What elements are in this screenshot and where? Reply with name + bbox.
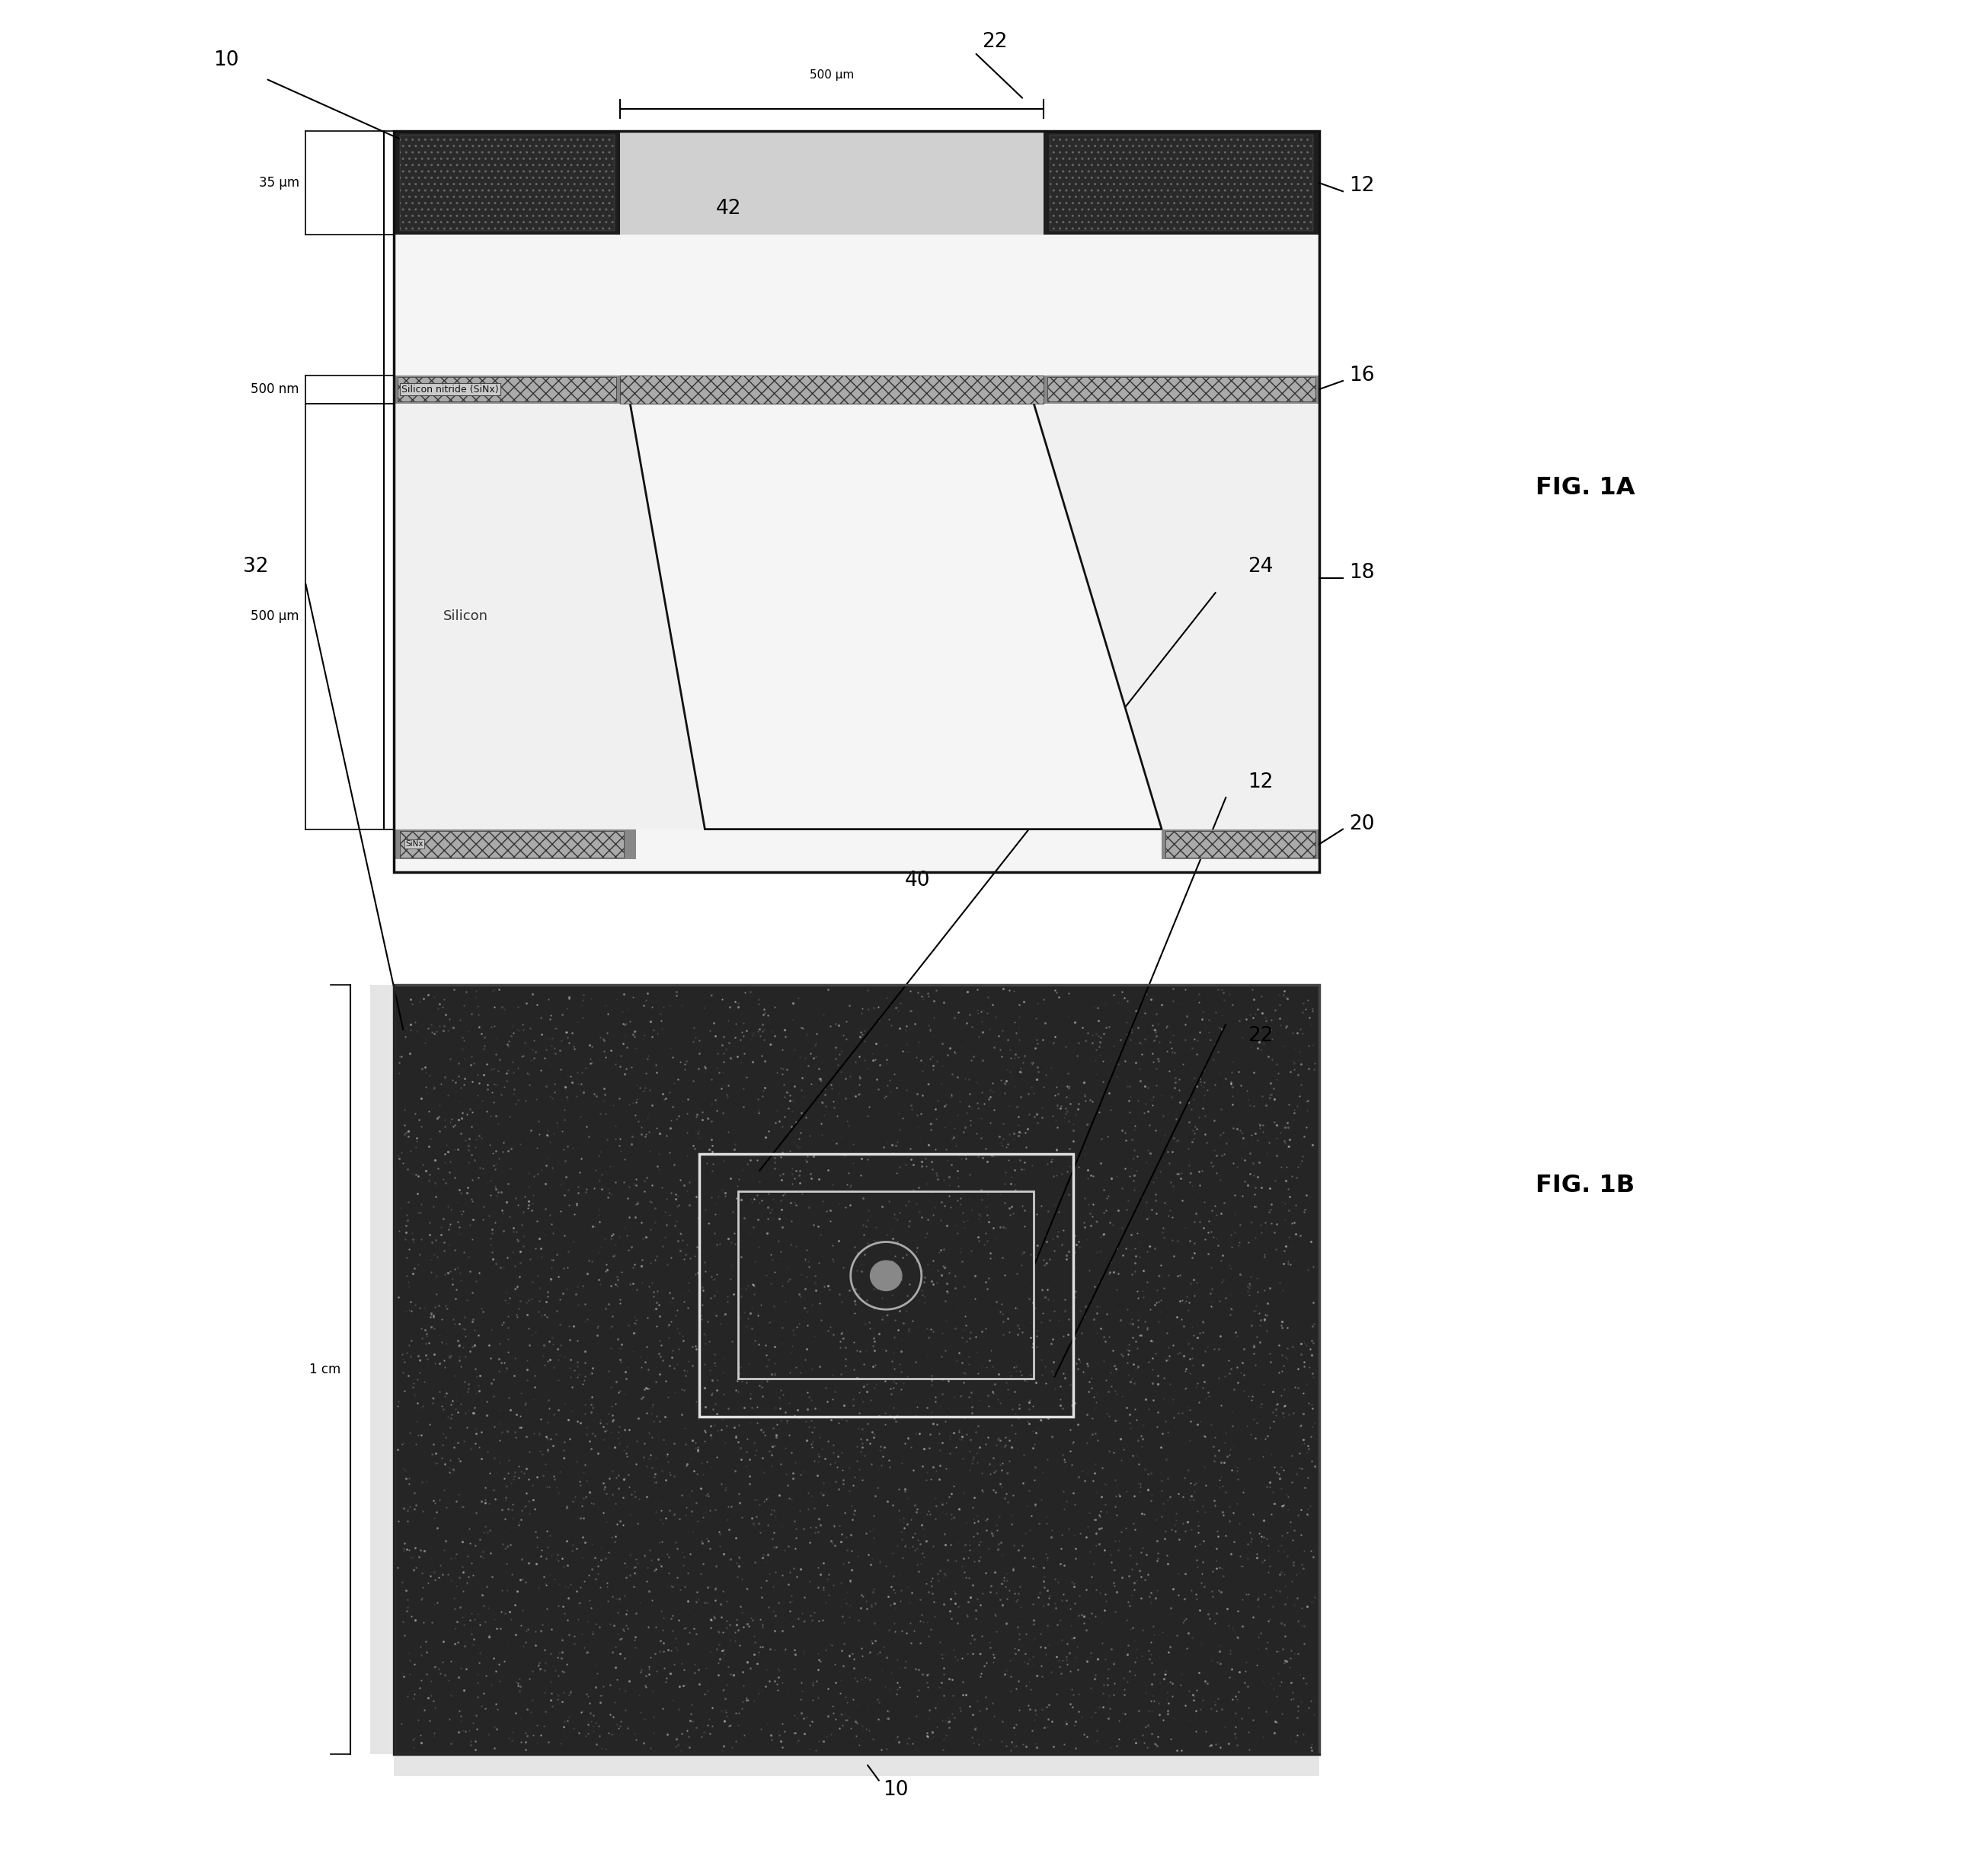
Bar [394, 131, 620, 234]
Circle shape [870, 1261, 902, 1291]
Bar [738, 1191, 1034, 1379]
Bar [394, 403, 1319, 829]
Text: 18: 18 [1349, 563, 1374, 582]
Text: FIG. 1B: FIG. 1B [1536, 1174, 1634, 1197]
Bar [400, 135, 614, 231]
Text: 12: 12 [1349, 176, 1374, 195]
Bar [370, 985, 394, 1754]
Text: SiNx: SiNx [406, 840, 423, 848]
Bar [1166, 831, 1315, 857]
Text: 20: 20 [1349, 814, 1374, 833]
Polygon shape [630, 403, 1162, 829]
Text: 500 µm: 500 µm [250, 610, 299, 623]
Text: 32: 32 [244, 557, 268, 576]
Bar [1049, 135, 1313, 231]
Text: 12: 12 [1248, 773, 1272, 792]
Text: 38: 38 [847, 660, 870, 679]
Text: Silicon: Silicon [443, 610, 488, 623]
Text: 42: 42 [717, 199, 740, 218]
Bar [1048, 377, 1315, 401]
Text: 36: 36 [748, 660, 772, 679]
Text: 500 µm: 500 µm [809, 69, 855, 81]
Text: 10: 10 [884, 1780, 908, 1799]
Text: 22: 22 [1248, 1026, 1272, 1045]
Text: FIG. 1A: FIG. 1A [1536, 477, 1634, 499]
Bar [394, 985, 1319, 1754]
Text: 24: 24 [1248, 557, 1272, 576]
Bar [1044, 131, 1319, 234]
Bar [394, 131, 1319, 872]
Bar [394, 1754, 1319, 1777]
Text: 22: 22 [983, 32, 1006, 51]
Bar [620, 375, 1044, 403]
Bar [620, 131, 1044, 234]
Bar [394, 985, 1319, 1754]
Text: 16: 16 [1349, 366, 1374, 385]
Bar [394, 829, 636, 859]
Text: 35 µm: 35 µm [258, 176, 299, 189]
Text: 32: 32 [530, 163, 553, 182]
Bar [398, 377, 616, 401]
Text: 10: 10 [215, 51, 238, 69]
Text: Silicon nitride (SiNx): Silicon nitride (SiNx) [402, 385, 498, 394]
Bar [699, 1154, 1073, 1416]
Text: 500 nm: 500 nm [250, 383, 299, 396]
Text: 24: 24 [835, 454, 858, 473]
Bar [394, 375, 1319, 403]
Text: 1 cm: 1 cm [309, 1362, 341, 1377]
Bar [394, 131, 1319, 872]
Bar [1162, 829, 1319, 859]
Text: 40: 40 [906, 870, 929, 889]
Bar [400, 831, 624, 857]
